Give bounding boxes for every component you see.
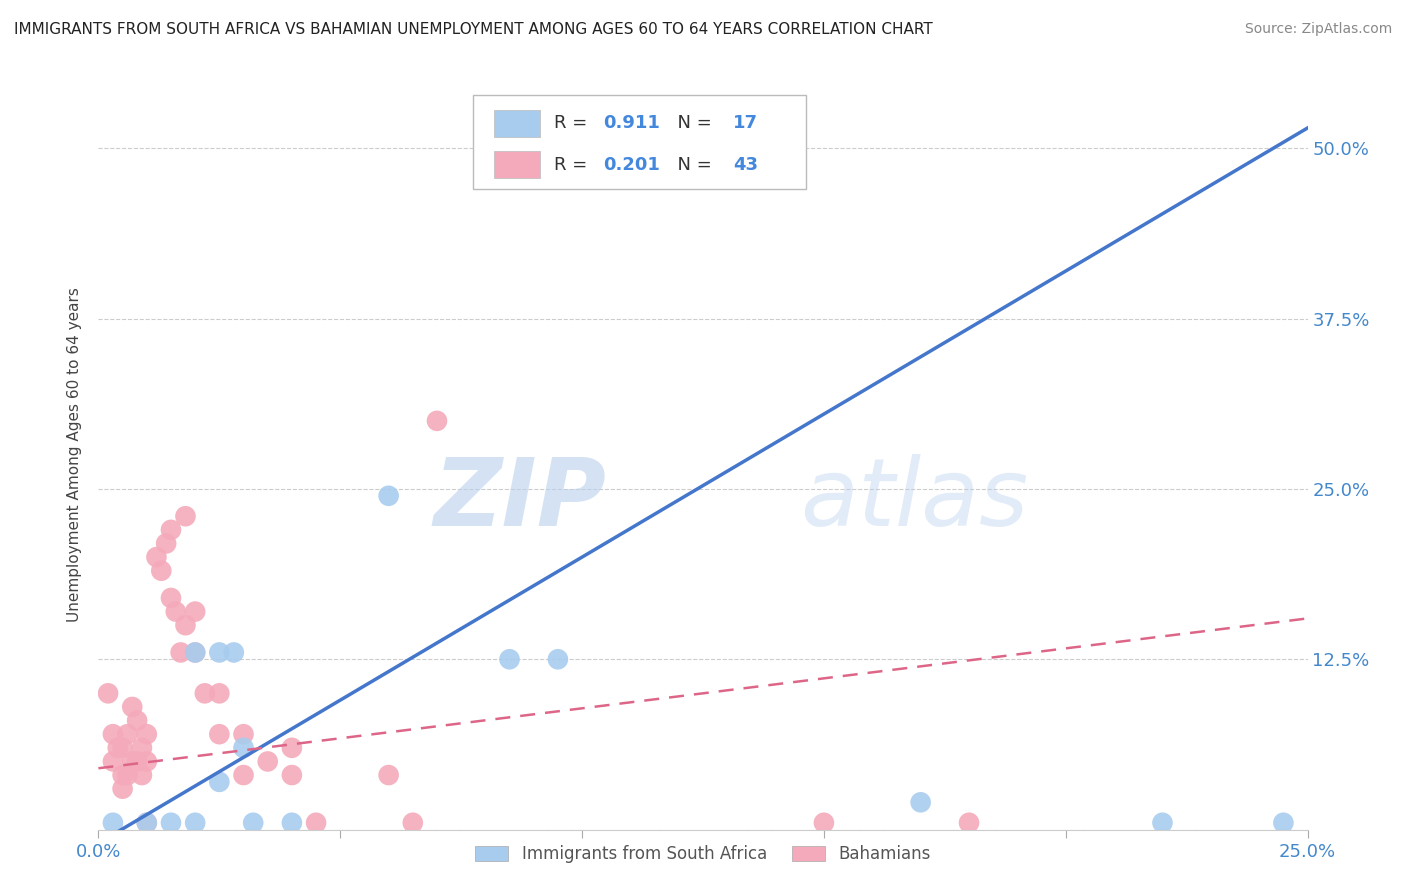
Point xyxy=(547,652,569,666)
Point xyxy=(184,645,207,659)
Text: R =: R = xyxy=(554,155,593,174)
Point xyxy=(165,605,187,619)
Point xyxy=(131,768,153,782)
Text: 43: 43 xyxy=(734,155,758,174)
Point xyxy=(1152,815,1174,830)
Point xyxy=(135,815,157,830)
Text: R =: R = xyxy=(554,114,593,132)
Y-axis label: Unemployment Among Ages 60 to 64 years: Unemployment Among Ages 60 to 64 years xyxy=(67,287,83,623)
Point xyxy=(1272,815,1295,830)
Point xyxy=(117,768,139,782)
Text: 0.911: 0.911 xyxy=(603,114,659,132)
FancyBboxPatch shape xyxy=(494,110,540,136)
Point xyxy=(377,489,399,503)
Point xyxy=(184,815,207,830)
Text: ZIP: ZIP xyxy=(433,454,606,546)
Legend: Immigrants from South Africa, Bahamians: Immigrants from South Africa, Bahamians xyxy=(468,838,938,870)
Point xyxy=(160,815,183,830)
Point xyxy=(111,740,134,755)
Point xyxy=(377,768,399,782)
Point xyxy=(208,727,231,741)
Point xyxy=(121,755,143,769)
Point xyxy=(101,755,124,769)
Point xyxy=(127,714,149,728)
Point xyxy=(498,652,520,666)
Text: N =: N = xyxy=(665,114,717,132)
Point xyxy=(160,591,183,605)
Point xyxy=(222,645,245,659)
Point xyxy=(184,605,207,619)
Point xyxy=(402,815,425,830)
Point xyxy=(232,727,254,741)
Text: 0.201: 0.201 xyxy=(603,155,659,174)
Point xyxy=(111,768,134,782)
Point xyxy=(150,564,173,578)
Point xyxy=(121,700,143,714)
Point xyxy=(174,509,197,524)
Point xyxy=(135,727,157,741)
FancyBboxPatch shape xyxy=(494,151,540,178)
Point xyxy=(135,755,157,769)
Point xyxy=(97,686,120,700)
Point xyxy=(813,815,835,830)
Point xyxy=(155,536,177,550)
Point xyxy=(169,645,191,659)
Point xyxy=(208,645,231,659)
Point xyxy=(194,686,217,700)
Text: Source: ZipAtlas.com: Source: ZipAtlas.com xyxy=(1244,22,1392,37)
Point xyxy=(174,618,197,632)
Point xyxy=(232,740,254,755)
Point xyxy=(305,815,328,830)
Point xyxy=(426,414,449,428)
Point xyxy=(281,815,304,830)
Point xyxy=(145,550,167,565)
FancyBboxPatch shape xyxy=(474,95,806,189)
Point xyxy=(242,815,264,830)
Point xyxy=(117,727,139,741)
Text: atlas: atlas xyxy=(800,454,1028,545)
Point xyxy=(208,775,231,789)
Text: IMMIGRANTS FROM SOUTH AFRICA VS BAHAMIAN UNEMPLOYMENT AMONG AGES 60 TO 64 YEARS : IMMIGRANTS FROM SOUTH AFRICA VS BAHAMIAN… xyxy=(14,22,932,37)
Point xyxy=(135,815,157,830)
Point xyxy=(232,768,254,782)
Point xyxy=(107,740,129,755)
Point xyxy=(131,740,153,755)
Point xyxy=(208,686,231,700)
Point xyxy=(910,795,932,809)
Point xyxy=(256,755,278,769)
Point xyxy=(111,781,134,796)
Point xyxy=(101,815,124,830)
Point xyxy=(127,755,149,769)
Text: N =: N = xyxy=(665,155,717,174)
Point xyxy=(160,523,183,537)
Point xyxy=(281,740,304,755)
Point xyxy=(281,768,304,782)
Point xyxy=(957,815,980,830)
Point xyxy=(184,645,207,659)
Text: 17: 17 xyxy=(734,114,758,132)
Point xyxy=(101,727,124,741)
